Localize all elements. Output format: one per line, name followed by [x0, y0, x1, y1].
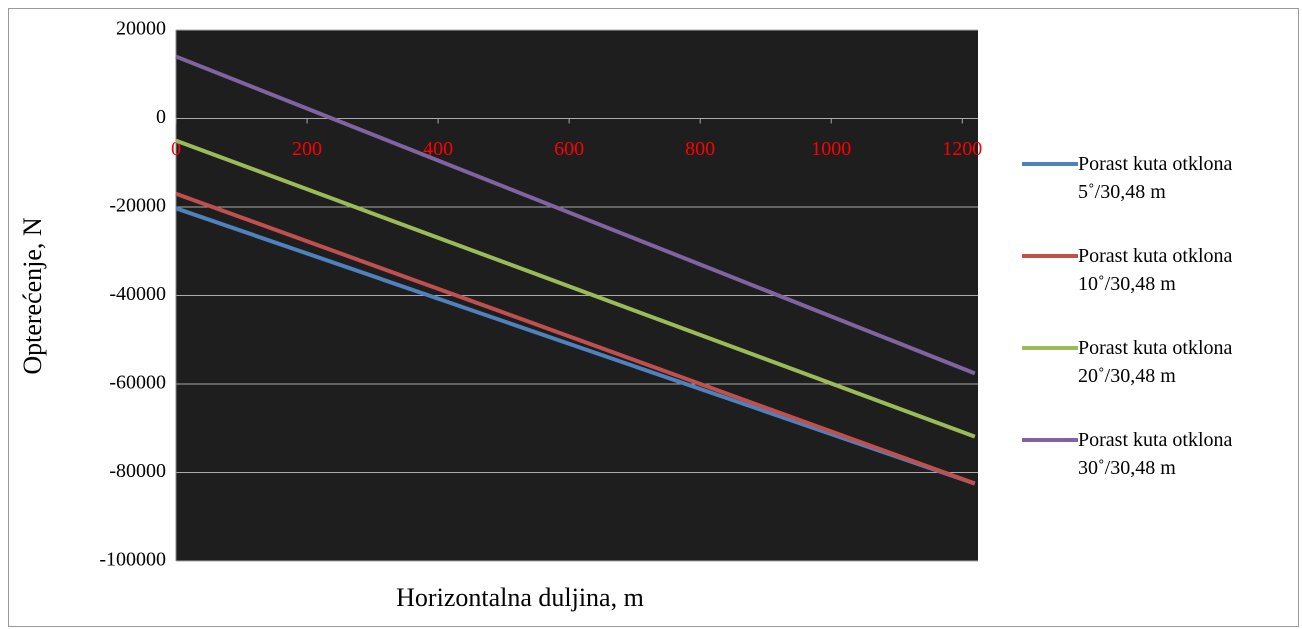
x-tick-label: 1200 — [942, 138, 982, 160]
legend-swatch — [1022, 254, 1078, 258]
series-line — [175, 191, 976, 486]
x-tick-label: 200 — [292, 138, 322, 160]
series-line — [175, 54, 976, 376]
x-tick-label: 400 — [423, 138, 453, 160]
y-tick-label: 0 — [156, 106, 166, 128]
legend-item: Porast kuta otklona 5˚/30,48 m — [1022, 150, 1292, 242]
y-tick-label: -40000 — [109, 283, 166, 305]
legend-swatch — [1022, 162, 1078, 166]
y-tick-label: -100000 — [99, 549, 166, 571]
chart-border — [8, 8, 1299, 627]
legend-item: Porast kuta otklona 30˚/30,48 m — [1022, 426, 1292, 518]
x-axis-title: Horizontalna duljina, m — [396, 583, 644, 612]
series-line — [175, 206, 976, 486]
x-tick-label: 1000 — [811, 138, 851, 160]
y-tick-label: -80000 — [109, 460, 166, 482]
legend-swatch — [1022, 438, 1078, 442]
legend-label: Porast kuta otklona 20˚/30,48 m — [1078, 337, 1233, 387]
legend-item: Porast kuta otklona 20˚/30,48 m — [1022, 334, 1292, 426]
x-tick-label: 800 — [685, 138, 715, 160]
y-tick-label: 20000 — [116, 18, 166, 40]
legend-label: Porast kuta otklona 10˚/30,48 m — [1078, 245, 1233, 295]
y-tick-label: -60000 — [109, 372, 166, 394]
legend: Porast kuta otklona 5˚/30,48 m Porast kut… — [1022, 150, 1292, 518]
x-tick-label: 0 — [171, 138, 181, 160]
legend-swatch — [1022, 346, 1078, 350]
legend-label: Porast kuta otklona 30˚/30,48 m — [1078, 429, 1233, 479]
y-tick-label: -20000 — [109, 195, 166, 217]
series-line — [175, 138, 976, 439]
legend-label: Porast kuta otklona 5˚/30,48 m — [1078, 153, 1233, 203]
legend-item: Porast kuta otklona 10˚/30,48 m — [1022, 242, 1292, 334]
y-axis-title: Opterećenje, N — [18, 217, 47, 375]
x-tick-label: 600 — [554, 138, 584, 160]
